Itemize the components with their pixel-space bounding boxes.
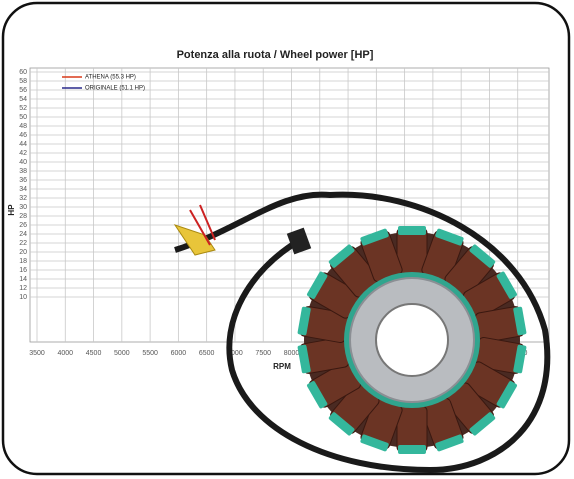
coil-cap xyxy=(513,306,527,336)
coil xyxy=(444,244,496,298)
y-tick-label: 30 xyxy=(19,204,27,211)
y-tick-label: 14 xyxy=(19,276,27,283)
y-tick-label: 48 xyxy=(19,123,27,130)
x-tick-label: 6500 xyxy=(199,350,215,357)
y-tick-label: 42 xyxy=(19,150,27,157)
x-tick-label: 4000 xyxy=(57,350,73,357)
coil-cap xyxy=(360,434,389,452)
y-tick-label: 46 xyxy=(19,132,27,139)
x-axis-label: RPM xyxy=(273,362,291,371)
coil-cap xyxy=(328,412,355,436)
coil-cap xyxy=(496,381,517,409)
coil xyxy=(360,228,403,283)
coil xyxy=(297,306,350,344)
x-tick-label: 3500 xyxy=(29,350,45,357)
center-hole xyxy=(375,303,449,377)
y-tick-label: 44 xyxy=(19,141,27,148)
y-tick-label: 22 xyxy=(19,240,27,247)
y-tick-label: 40 xyxy=(19,159,27,166)
y-tick-label: 60 xyxy=(19,69,27,76)
coil-cap xyxy=(469,412,496,436)
coil-cap xyxy=(435,228,464,246)
x-tick-label: 8000 xyxy=(284,350,300,357)
y-tick-label: 52 xyxy=(19,105,27,112)
y-tick-label: 28 xyxy=(19,213,27,220)
x-tick-label: 7000 xyxy=(227,350,243,357)
x-tick-label: 5000 xyxy=(114,350,130,357)
y-tick-label: 38 xyxy=(19,168,27,175)
stator-photo xyxy=(173,191,551,474)
y-tick-label: 56 xyxy=(19,87,27,94)
x-tick-label: 5500 xyxy=(142,350,158,357)
coil xyxy=(297,336,350,374)
legend-label: ORIGINALE (51.1 HP) xyxy=(85,86,145,92)
y-tick-label: 20 xyxy=(19,249,27,256)
coil-cap xyxy=(307,271,328,299)
y-tick-label: 18 xyxy=(19,258,27,265)
coil-cap xyxy=(398,226,426,235)
coil-cap xyxy=(297,306,311,336)
y-tick-label: 50 xyxy=(19,114,27,121)
coil xyxy=(474,336,527,374)
y-tick-label: 24 xyxy=(19,231,27,238)
coil-cap xyxy=(307,381,328,409)
chart-title: Potenza alla ruota / Wheel power [HP] xyxy=(177,49,374,61)
x-tick-label: 4500 xyxy=(86,350,102,357)
y-tick-label: 16 xyxy=(19,267,27,274)
coil xyxy=(462,361,517,409)
y-tick-label: 36 xyxy=(19,177,27,184)
cable xyxy=(174,191,551,474)
x-tick-label: 6000 xyxy=(171,350,187,357)
y-tick-label: 32 xyxy=(19,195,27,202)
y-tick-label: 10 xyxy=(19,294,27,301)
coil-cap xyxy=(496,271,517,299)
x-tick-label: 7500 xyxy=(255,350,271,357)
y-tick-label: 34 xyxy=(19,186,27,193)
coil-cap xyxy=(328,244,355,268)
legend-label: ATHENA (55.3 HP) xyxy=(85,75,136,81)
wire xyxy=(189,204,216,246)
connector-wires xyxy=(173,224,216,256)
coil-cap xyxy=(398,445,426,454)
cable-sleeve xyxy=(286,227,312,255)
coil-cap xyxy=(360,228,389,246)
coil xyxy=(421,397,464,452)
y-tick-label: 58 xyxy=(19,78,27,85)
coil xyxy=(396,226,428,275)
coil-cap xyxy=(435,434,464,452)
y-axis-label: HP xyxy=(7,204,16,216)
coil-cap xyxy=(297,344,311,374)
coil xyxy=(474,306,527,344)
y-tick-label: 26 xyxy=(19,222,27,229)
y-tick-label: 12 xyxy=(19,285,27,292)
coil-cap xyxy=(469,244,496,268)
coil-cap xyxy=(513,344,527,374)
y-tick-label: 54 xyxy=(19,96,27,103)
